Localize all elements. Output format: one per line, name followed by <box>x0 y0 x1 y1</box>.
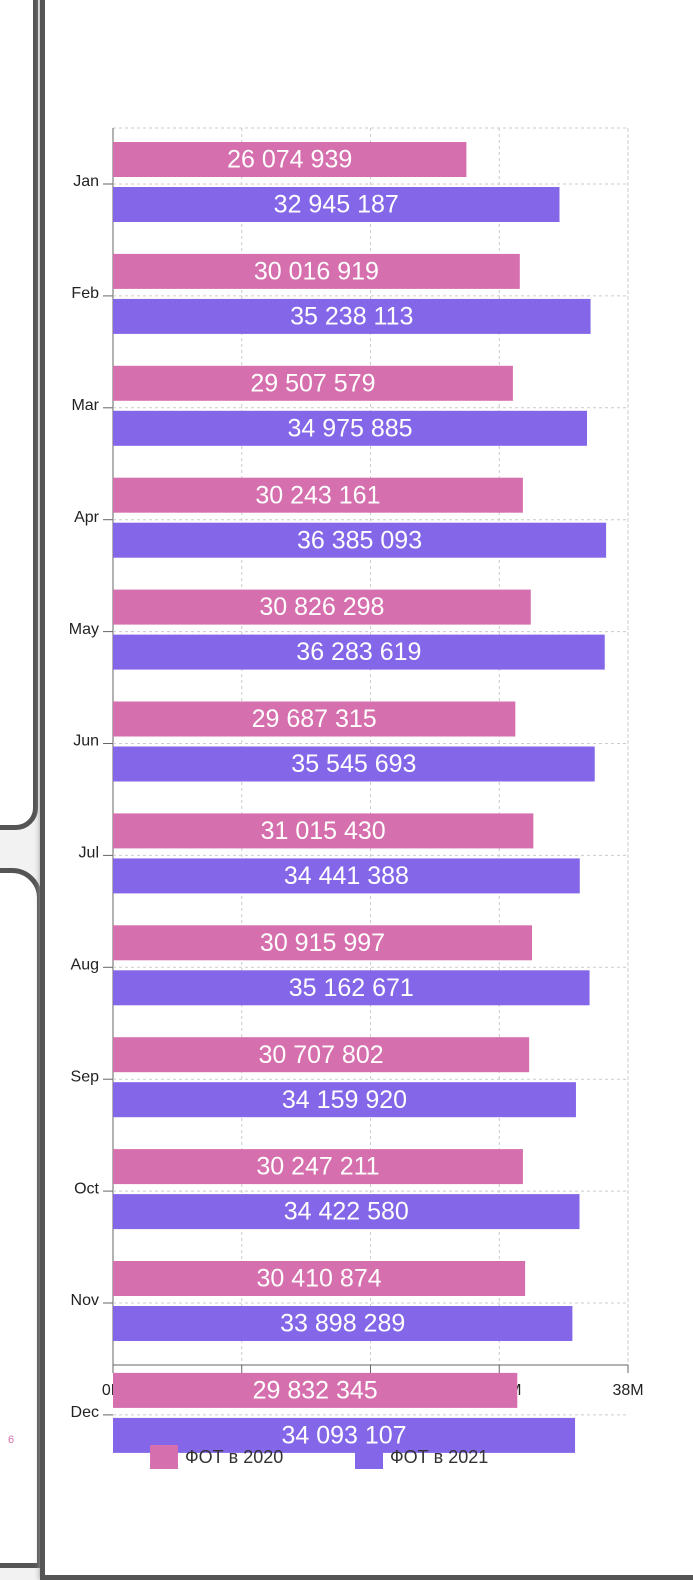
legend-swatch <box>355 1445 383 1469</box>
y-tick-label: Aug <box>71 957 99 974</box>
value-label: 34 159 920 <box>282 1086 407 1114</box>
value-label: 30 016 919 <box>254 258 379 286</box>
bar <box>113 589 531 625</box>
value-label: 33 898 289 <box>280 1310 405 1338</box>
bar <box>113 1306 573 1341</box>
bar <box>113 1037 530 1073</box>
bar <box>113 1372 518 1408</box>
bar <box>113 746 595 782</box>
bar <box>113 970 590 1006</box>
bar <box>113 1194 580 1230</box>
bar <box>113 522 607 558</box>
legend-label: ФОТ в 2020 <box>185 1447 283 1467</box>
value-label: 29 507 579 <box>250 369 375 397</box>
value-label: 34 093 107 <box>281 1422 406 1450</box>
y-tick-label: Jun <box>73 733 99 750</box>
value-label: 35 162 671 <box>289 974 414 1002</box>
bar <box>113 1261 526 1296</box>
y-tick-label: Nov <box>71 1292 99 1309</box>
value-label: 30 915 997 <box>260 929 385 957</box>
value-label: 29 832 345 <box>253 1377 378 1405</box>
bar <box>113 365 513 401</box>
value-label: 30 707 802 <box>259 1041 384 1069</box>
bar <box>113 813 534 849</box>
y-tick-label: Oct <box>74 1180 99 1197</box>
y-tick-label: Apr <box>74 509 100 526</box>
legend-label: ФОТ в 2021 <box>390 1447 488 1467</box>
y-tick-label: Jul <box>79 845 99 862</box>
value-label: 26 074 939 <box>227 146 352 174</box>
bar <box>113 142 467 177</box>
value-label: 30 247 211 <box>256 1153 379 1181</box>
value-label: 36 283 619 <box>296 638 421 666</box>
value-label: 30 826 298 <box>259 593 384 621</box>
bar <box>113 634 605 670</box>
bar <box>113 410 588 446</box>
bar <box>113 925 532 961</box>
value-label: 31 015 430 <box>261 817 386 845</box>
bar <box>113 858 580 894</box>
bar <box>113 187 560 222</box>
value-label: 30 410 874 <box>257 1265 382 1293</box>
y-tick-label: Feb <box>71 285 99 302</box>
y-tick-label: May <box>69 621 99 638</box>
left-panel-top <box>0 0 38 830</box>
bar <box>113 298 591 334</box>
x-tick-label: 38M <box>612 1382 643 1399</box>
value-label: 34 441 388 <box>284 862 409 890</box>
legend-swatch <box>150 1445 178 1469</box>
value-label: 34 975 885 <box>287 414 412 442</box>
bar <box>113 1082 576 1118</box>
value-label: 29 687 315 <box>252 705 377 733</box>
bar <box>113 253 520 289</box>
y-tick-label: Jan <box>73 173 99 190</box>
value-label: 30 243 161 <box>255 481 380 509</box>
side-text: 6 <box>8 1434 14 1446</box>
left-panel-bottom <box>0 868 42 1568</box>
y-tick-label: Mar <box>71 397 99 414</box>
value-label: 34 422 580 <box>284 1198 409 1226</box>
bar <box>113 477 523 513</box>
bar <box>113 1149 523 1185</box>
y-tick-label: Dec <box>71 1404 99 1421</box>
y-tick-label: Sep <box>71 1068 100 1085</box>
bar <box>113 701 516 737</box>
value-label: 35 238 113 <box>290 303 413 331</box>
value-label: 32 945 187 <box>274 191 399 219</box>
value-label: 35 545 693 <box>291 750 416 778</box>
value-label: 36 385 093 <box>297 526 422 554</box>
bar <box>113 1417 576 1453</box>
